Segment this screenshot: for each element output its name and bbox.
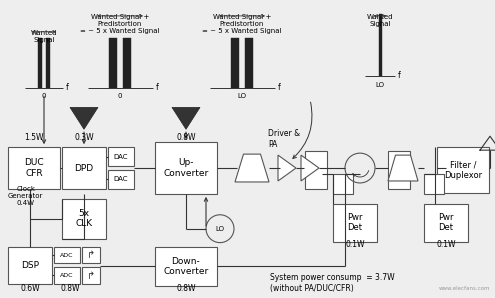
Text: 5x
CLK: 5x CLK	[75, 209, 93, 229]
Text: Pwr
Det: Pwr Det	[438, 213, 454, 232]
Bar	[231, 38, 240, 88]
Text: Clock
Generator
0.4W: Clock Generator 0.4W	[8, 186, 44, 206]
Bar	[155, 246, 217, 286]
Text: f: f	[278, 83, 280, 92]
Text: f: f	[66, 83, 69, 92]
Text: DAC: DAC	[114, 176, 128, 182]
Bar	[388, 151, 410, 189]
Text: f: f	[155, 83, 158, 92]
Text: LO: LO	[238, 94, 247, 100]
Bar	[82, 246, 100, 263]
Text: 0.1W: 0.1W	[436, 240, 456, 249]
Text: Wanted Signal +
Predistortion
= ~ 5 x Wanted Signal: Wanted Signal + Predistortion = ~ 5 x Wa…	[202, 14, 282, 34]
Bar	[333, 174, 353, 194]
Text: 0: 0	[118, 94, 122, 100]
Text: Wanted
Signal: Wanted Signal	[31, 30, 57, 43]
Bar	[108, 170, 134, 189]
Text: Pwr
Det: Pwr Det	[347, 213, 363, 232]
Text: ↱: ↱	[87, 271, 95, 281]
Bar	[108, 147, 134, 166]
Text: 0.3W: 0.3W	[74, 133, 94, 142]
Bar	[123, 38, 131, 88]
Text: 0.6W: 0.6W	[20, 284, 40, 293]
Text: 0.8W: 0.8W	[60, 284, 80, 293]
Text: DPD: DPD	[74, 164, 94, 173]
Text: Up-
Converter: Up- Converter	[163, 158, 208, 178]
Text: Wanted
Signal: Wanted Signal	[367, 14, 393, 27]
Text: LO: LO	[215, 226, 225, 232]
Polygon shape	[172, 107, 200, 129]
Text: www.elecfans.com: www.elecfans.com	[439, 286, 490, 291]
Bar	[155, 142, 217, 194]
Bar	[62, 199, 106, 239]
Bar	[424, 174, 444, 194]
Text: 1.5W: 1.5W	[24, 133, 44, 142]
Text: DAC: DAC	[114, 153, 128, 160]
Text: ADC: ADC	[60, 252, 74, 257]
Text: ADC: ADC	[60, 274, 74, 278]
Text: DSP: DSP	[21, 261, 39, 270]
Text: Down-
Converter: Down- Converter	[163, 257, 208, 276]
Text: Filter /
Duplexor: Filter / Duplexor	[444, 160, 482, 180]
Text: System power consump  = 3.7W
(without PA/DUC/CFR): System power consump = 3.7W (without PA/…	[270, 274, 395, 293]
Text: DUC
CFR: DUC CFR	[24, 158, 44, 178]
Text: LO: LO	[376, 82, 385, 88]
Bar	[82, 268, 100, 284]
Text: ↱: ↱	[87, 250, 95, 260]
Bar	[8, 147, 60, 189]
Bar	[46, 38, 50, 88]
Bar	[333, 204, 377, 242]
Text: 0.8W: 0.8W	[176, 284, 196, 293]
Bar	[379, 14, 382, 76]
Bar	[54, 268, 80, 284]
Polygon shape	[301, 155, 319, 181]
Text: f: f	[398, 71, 401, 80]
Polygon shape	[70, 107, 98, 129]
Text: 0.1W: 0.1W	[345, 240, 365, 249]
Bar	[305, 151, 327, 189]
Text: 0: 0	[42, 94, 46, 100]
Text: Driver &
PA: Driver & PA	[268, 129, 300, 149]
Polygon shape	[388, 155, 418, 181]
Polygon shape	[278, 155, 296, 181]
Bar	[109, 38, 117, 88]
Text: Wanted Signal +
Predistortion
= ~ 5 x Wanted Signal: Wanted Signal + Predistortion = ~ 5 x Wa…	[80, 14, 160, 34]
Bar	[38, 38, 43, 88]
Bar	[8, 246, 52, 284]
Bar	[245, 38, 253, 88]
Bar	[437, 147, 489, 193]
Text: 0.8W: 0.8W	[176, 133, 196, 142]
Bar	[62, 147, 106, 189]
Polygon shape	[235, 154, 269, 182]
Bar	[54, 246, 80, 263]
Bar	[424, 204, 468, 242]
